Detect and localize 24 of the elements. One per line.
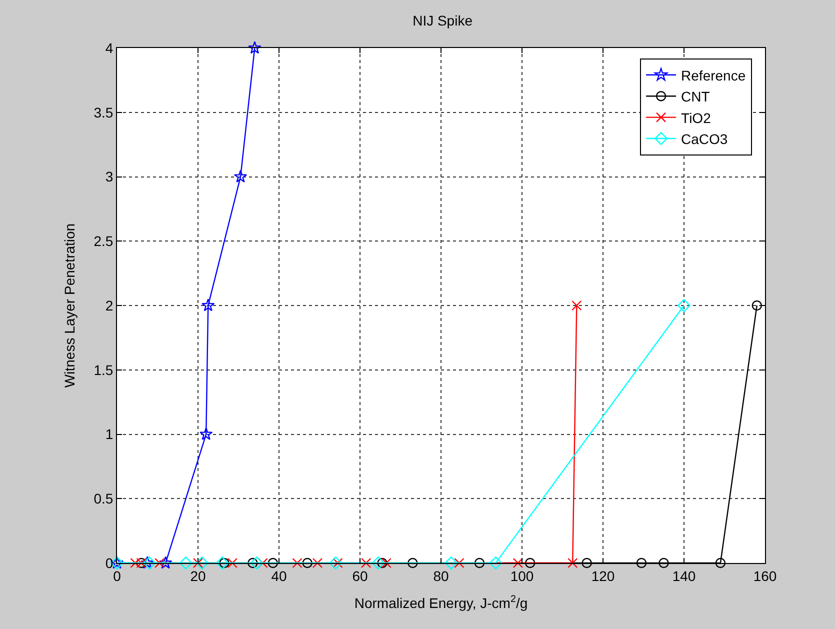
y-tick-label: 0.5 xyxy=(94,490,114,507)
y-tick-label: 2 xyxy=(105,297,114,314)
legend-label: CaCO3 xyxy=(681,130,728,147)
chart-title: NIJ Spike xyxy=(412,12,473,29)
x-tick-label: 80 xyxy=(433,568,449,584)
x-axis-title: Normalized Energy, J-cm$^{2}$/g xyxy=(354,594,528,612)
y-tick-label: 3 xyxy=(105,168,114,185)
y-tick-label: 0 xyxy=(105,554,114,571)
x-tick-label: 20 xyxy=(190,568,206,584)
legend-label: TiO2 xyxy=(681,110,712,126)
x-tick-label: 60 xyxy=(352,568,368,584)
y-tick-label: 3.5 xyxy=(94,104,114,120)
legend-label: CNT xyxy=(681,88,710,105)
x-tick-label: 40 xyxy=(271,568,287,584)
y-tick-label: 2.5 xyxy=(94,233,114,250)
x-tick-label: 120 xyxy=(591,568,615,584)
x-tick-label: 140 xyxy=(672,568,696,584)
x-tick-label: 100 xyxy=(510,568,534,584)
y-tick-label: 4 xyxy=(105,40,114,56)
x-tick-label: 160 xyxy=(753,568,777,584)
y-tick-label: 1 xyxy=(105,426,114,442)
legend-label: Reference xyxy=(681,67,746,84)
y-axis-title: Witness Layer Penetration xyxy=(61,223,78,388)
y-tick-label: 1.5 xyxy=(94,362,114,378)
